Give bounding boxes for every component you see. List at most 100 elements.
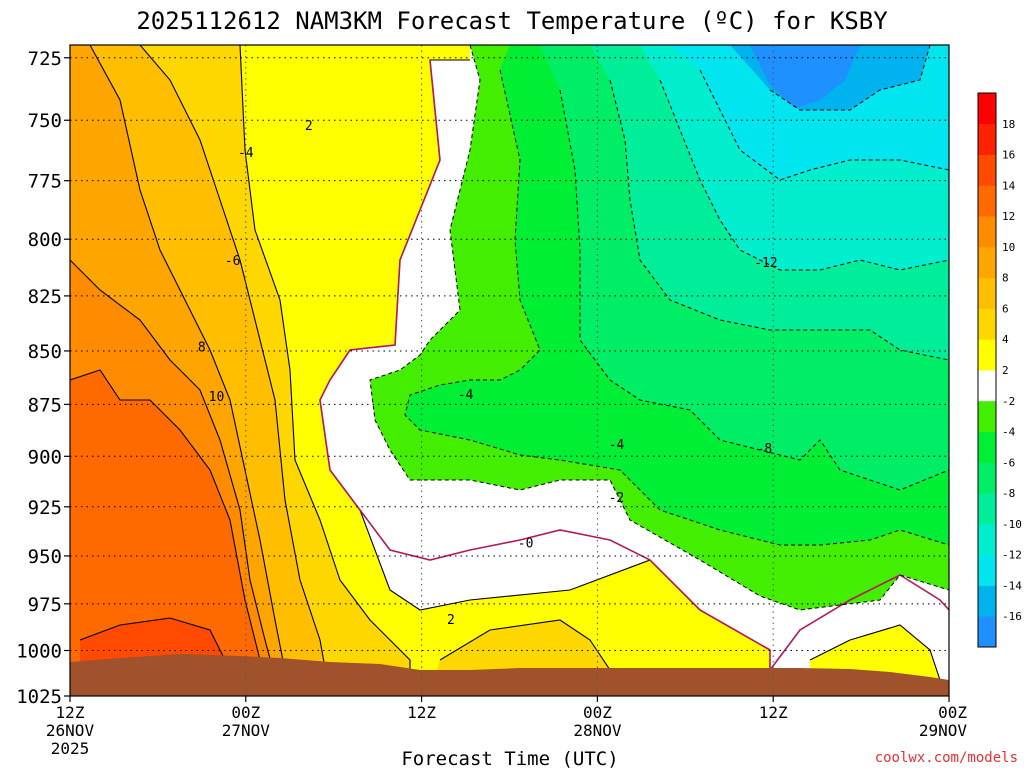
contour-label: 2 xyxy=(305,119,313,134)
contour-label: 10 xyxy=(209,390,225,405)
colorbar-label: 2 xyxy=(1002,364,1009,377)
plot-area xyxy=(70,45,949,696)
colorbar-swatch xyxy=(978,123,996,155)
freezing-level-contour xyxy=(319,59,771,670)
x-tick-label: 00Z xyxy=(583,703,612,722)
colorbar-label: 10 xyxy=(1002,241,1015,254)
colorbar-swatch xyxy=(978,370,996,402)
contour-label: -8 xyxy=(757,442,773,457)
colorbar-swatch xyxy=(978,400,996,432)
contour-label: -0 xyxy=(518,536,534,551)
contour-label: 8 xyxy=(198,341,206,356)
temp-band-12-14 xyxy=(70,370,270,696)
site-credit: coolwx.com/models xyxy=(875,750,1018,766)
isotherm-line xyxy=(559,89,949,491)
x-tick-label: 00Z xyxy=(231,703,260,722)
isotherm-line xyxy=(699,69,949,181)
x-tick-label: 27NOV xyxy=(222,721,271,740)
contour-label: -12 xyxy=(754,256,777,271)
colorbar-label: 12 xyxy=(1002,210,1015,223)
isotherm-line xyxy=(239,45,411,696)
isotherm-line xyxy=(369,45,949,611)
isotherm-line xyxy=(609,79,949,361)
colorbar-swatch xyxy=(978,185,996,217)
colorbar-label: -12 xyxy=(1002,549,1022,562)
cold-contours xyxy=(369,45,949,611)
temp-band-minus16-minus18 xyxy=(750,45,860,108)
colorbar-label: 8 xyxy=(1002,272,1009,285)
contour-label: 2 xyxy=(447,613,455,628)
colorbar-label: -8 xyxy=(1002,487,1015,500)
isotherm-line xyxy=(659,79,949,271)
y-tick-label: 975 xyxy=(28,594,62,616)
colorbar-label: 6 xyxy=(1002,302,1009,315)
colorbar-swatch xyxy=(978,585,996,617)
y-axis: 725 750 775 800 825 850 875 900 925 950 975 1000 102… xyxy=(16,48,70,708)
colorbar-swatch xyxy=(978,493,996,525)
y-tick-label: 950 xyxy=(28,546,62,568)
isotherm-line xyxy=(70,259,281,696)
colorbar-swatch xyxy=(978,154,996,186)
colorbar-label: -2 xyxy=(1002,395,1015,408)
colorbar-swatch xyxy=(978,523,996,556)
x-axis-label: Forecast Time (UTC) xyxy=(401,748,618,768)
y-tick-label: 825 xyxy=(28,286,62,308)
contour-label: -6 xyxy=(225,254,241,269)
colorbar-swatch xyxy=(978,308,996,340)
chart-title: 2025112612 NAM3KM Forecast Temperature (… xyxy=(136,7,888,35)
colorbar-label: -10 xyxy=(1002,518,1022,531)
x-tick-label: 00Z xyxy=(938,703,967,722)
y-tick-label: 725 xyxy=(28,48,62,70)
contour-label: -4 xyxy=(238,146,254,161)
colorbar-swatch xyxy=(978,462,996,494)
colorbar-swatch xyxy=(978,277,996,309)
isotherm-line xyxy=(404,69,949,546)
isotherm-line xyxy=(809,624,941,681)
colorbar-swatch xyxy=(978,246,996,279)
colorbar-label: -6 xyxy=(1002,456,1015,469)
isotherm-line xyxy=(139,45,331,696)
colorbar-label: 16 xyxy=(1002,149,1015,162)
colorbar-label: 18 xyxy=(1002,118,1015,131)
y-tick-label: 925 xyxy=(28,497,62,519)
freezing-level-contour-late xyxy=(769,574,949,671)
terrain-surface xyxy=(70,654,949,696)
isotherm-line xyxy=(70,369,271,696)
colorbar-swatch xyxy=(978,339,996,371)
colorbar-label: -14 xyxy=(1002,579,1022,592)
x-tick-label: 28NOV xyxy=(573,721,622,740)
x-tick-label: 12Z xyxy=(407,703,436,722)
colorbar-swatch xyxy=(978,216,996,248)
colorbar-swatch xyxy=(978,554,996,586)
colorbar-frame xyxy=(977,92,997,648)
isotherm-line xyxy=(89,45,291,696)
contour-label: -4 xyxy=(609,438,625,453)
y-tick-label: 900 xyxy=(28,446,62,468)
y-tick-label: 875 xyxy=(28,394,62,416)
colorbar-swatch xyxy=(978,616,996,648)
colorbar-swatch xyxy=(978,93,996,125)
y-tick-label: 750 xyxy=(28,110,62,132)
colorbar-label: -4 xyxy=(1002,426,1016,439)
x-tick-label: 2025 xyxy=(51,739,90,758)
colorbar-label: -16 xyxy=(1002,610,1022,623)
x-tick-label: 29NOV xyxy=(919,721,968,740)
x-tick-label: 12Z xyxy=(56,703,85,722)
isotherm-line xyxy=(769,45,931,111)
contour-label: -2 xyxy=(609,491,625,506)
x-tick-label: 26NOV xyxy=(46,721,95,740)
plot-frame xyxy=(69,44,950,697)
y-tick-label: 800 xyxy=(28,229,62,251)
y-tick-label: 1025 xyxy=(16,686,62,708)
colorbar-label: 4 xyxy=(1002,333,1009,346)
y-tick-label: 850 xyxy=(28,341,62,363)
colorbar: 18 16 14 12 10 8 6 4 2 -2 -4 -6 -8 -10 -12 -14 -16 xyxy=(977,92,1022,648)
x-tick-label: 12Z xyxy=(759,703,788,722)
colorbar-swatch xyxy=(978,431,996,463)
colorbar-label: 14 xyxy=(1002,179,1016,192)
y-tick-label: 775 xyxy=(28,171,62,193)
contour-labels: 2 -4 -6 8 10 -4 -4 -8 -12 -2 -0 2 xyxy=(198,119,778,628)
